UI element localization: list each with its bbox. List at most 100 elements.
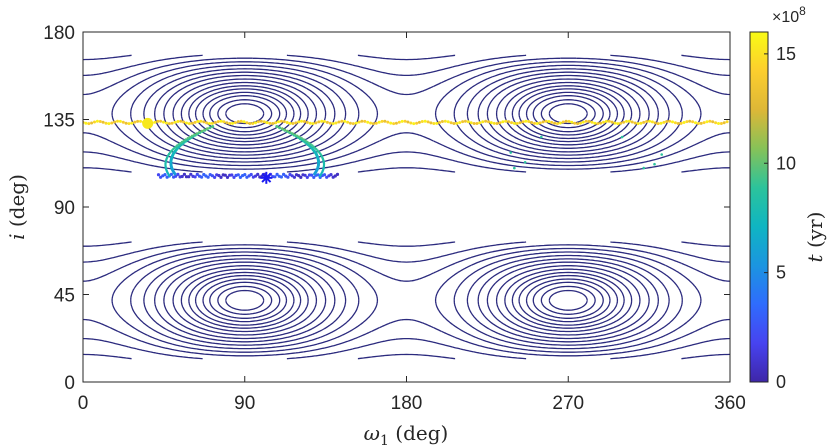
trajectory-point — [173, 120, 177, 124]
trajectory-point — [691, 120, 695, 124]
trajectory-point — [501, 120, 505, 124]
contour-line — [188, 271, 625, 329]
trajectory-point — [627, 119, 631, 123]
trajectory-point — [300, 119, 303, 123]
trajectory-point — [466, 120, 470, 124]
trajectory-point — [217, 173, 221, 178]
trajectory-point — [299, 175, 303, 179]
trajectory-point — [308, 121, 312, 125]
trajectory-point — [337, 120, 341, 124]
trajectory-point — [423, 119, 427, 123]
trajectory-point — [547, 120, 551, 123]
trajectory-point — [328, 121, 332, 125]
trajectory-point — [322, 173, 327, 177]
trajectory-point — [311, 122, 315, 126]
trajectory-point — [435, 121, 439, 125]
trajectory-point — [249, 172, 253, 177]
trajectory-point — [170, 121, 174, 125]
trajectory-point — [449, 121, 453, 125]
trajectory-point — [392, 122, 396, 126]
trajectory-point — [420, 120, 424, 123]
trajectory-point — [507, 120, 511, 124]
trajectory-point — [492, 121, 496, 125]
trajectory-point — [271, 122, 275, 125]
trajectory-point — [377, 120, 381, 124]
x-tick-label: 180 — [391, 393, 423, 414]
colorbar-tick-label: 10 — [776, 153, 796, 173]
contour-line — [225, 103, 588, 125]
trajectory-point — [412, 122, 416, 126]
trajectory-point — [708, 119, 712, 123]
trajectory-point — [357, 120, 361, 124]
contour-line — [217, 285, 596, 315]
trajectory-point — [184, 138, 187, 141]
trajectory-point — [515, 122, 519, 125]
trajectory-point — [310, 173, 314, 177]
trajectory-point — [604, 119, 608, 123]
trajectory-point — [275, 172, 279, 176]
trajectory-point — [348, 121, 352, 125]
trajectory-point — [87, 122, 91, 126]
trajectory-point — [429, 121, 433, 125]
trajectory-point — [498, 121, 502, 125]
trajectory-point — [539, 135, 543, 139]
trajectory-point — [312, 175, 316, 179]
colorbar-tick-label: 15 — [776, 44, 796, 64]
y-axis-ticks: 0 45 90 135 180 — [43, 23, 730, 394]
trajectory-point — [179, 141, 182, 145]
trajectory-point — [587, 119, 591, 123]
trajectory-point — [289, 130, 292, 134]
trajectory-point — [286, 129, 289, 133]
trajectory-point — [699, 121, 703, 125]
trajectory-point — [274, 121, 278, 125]
trajectory-point — [354, 121, 358, 125]
trajectory-point — [380, 119, 384, 123]
trajectory-point — [98, 120, 102, 123]
trajectory-point — [590, 120, 594, 124]
contour-line — [83, 241, 730, 360]
trajectory-point — [198, 130, 201, 134]
trajectory-point — [291, 122, 295, 125]
trajectory-point — [581, 120, 585, 124]
trajectory-point — [230, 173, 234, 177]
trajectory-point — [225, 121, 229, 125]
trajectory-point — [400, 119, 404, 123]
y-tick-label: 45 — [54, 286, 75, 307]
trajectory-point — [371, 122, 375, 126]
trajectory-point — [455, 121, 459, 125]
colorbar-ticks: 0 5 10 15 — [764, 44, 796, 392]
trajectory-point — [236, 173, 240, 177]
trajectory-point — [273, 175, 277, 179]
trajectory-point — [206, 127, 209, 130]
x-tick-label: 0 — [78, 393, 89, 414]
trajectory-point — [656, 122, 660, 126]
contour-line — [83, 54, 730, 173]
trajectory-point — [650, 120, 654, 124]
contour-line — [225, 289, 588, 311]
trajectory-point — [306, 140, 309, 144]
trajectory-point — [567, 119, 571, 123]
x-axis-label: ω1 (deg) — [364, 421, 449, 446]
trajectory-point — [213, 121, 217, 124]
trajectory-point — [286, 175, 290, 179]
trajectory-point — [512, 121, 516, 125]
trajectory-point — [233, 121, 237, 125]
trajectory-point — [579, 121, 582, 125]
trajectory-point — [210, 121, 214, 125]
trajectory-point — [325, 120, 329, 124]
trajectory-point — [653, 121, 657, 125]
trajectory-point — [190, 134, 194, 137]
trajectory-point — [558, 121, 562, 125]
trajectory-point — [208, 122, 211, 125]
trajectory-point — [417, 120, 421, 124]
x-tick-label: 90 — [234, 393, 255, 414]
trajectory-point — [642, 120, 646, 124]
y-tick-label: 90 — [54, 198, 75, 219]
trajectory-point — [335, 172, 340, 176]
trajectory-point — [182, 139, 186, 142]
trajectory-point — [242, 120, 246, 124]
trajectory-point — [288, 121, 292, 125]
trajectory-point — [648, 119, 651, 123]
trajectory-point — [527, 120, 531, 123]
